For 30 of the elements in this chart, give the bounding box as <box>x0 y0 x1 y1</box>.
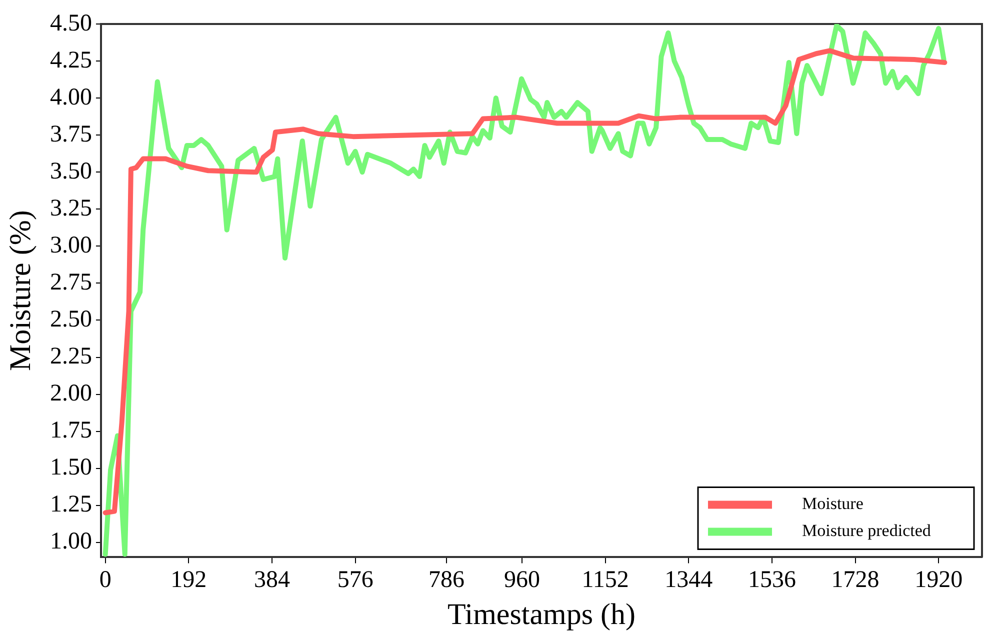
x-tick-label: 1728 <box>831 566 880 593</box>
x-tick-label: 1920 <box>914 566 963 593</box>
y-tick-label: 2.00 <box>50 380 92 407</box>
y-tick-label: 3.50 <box>50 158 92 184</box>
y-tick-label: 4.25 <box>50 47 92 74</box>
legend-label: Moisture predicted <box>802 521 932 540</box>
x-axis-title: Timestamps (h) <box>447 598 636 631</box>
y-tick-label: 2.50 <box>50 306 92 333</box>
y-tick-label: 1.75 <box>50 418 92 444</box>
y-tick-label: 4.50 <box>50 10 92 36</box>
y-tick-label: 2.75 <box>50 269 92 296</box>
x-tick-label: 1152 <box>582 566 629 593</box>
y-tick-label: 4.00 <box>50 84 92 110</box>
y-tick-label: 1.50 <box>50 454 92 481</box>
x-tick-label: 1536 <box>748 566 796 593</box>
y-tick-label: 3.25 <box>50 195 92 222</box>
y-axis-title: Moisture (%) <box>4 210 37 371</box>
y-tick-label: 1.00 <box>50 528 92 555</box>
x-tick-label: 1344 <box>664 566 713 593</box>
legend-label: Moisture <box>802 494 864 514</box>
y-tick-label: 1.25 <box>50 492 92 518</box>
y-tick-label: 3.75 <box>50 121 92 148</box>
y-tick-label: 2.25 <box>50 344 92 370</box>
x-tick-label: 786 <box>428 566 464 593</box>
x-tick-label: 0 <box>99 566 112 593</box>
x-tick-label: 960 <box>504 566 540 593</box>
x-tick-label: 192 <box>170 566 207 593</box>
y-tick-label: 3.00 <box>50 232 92 258</box>
x-tick-label: 576 <box>337 566 374 593</box>
x-tick-label: 384 <box>254 566 290 593</box>
